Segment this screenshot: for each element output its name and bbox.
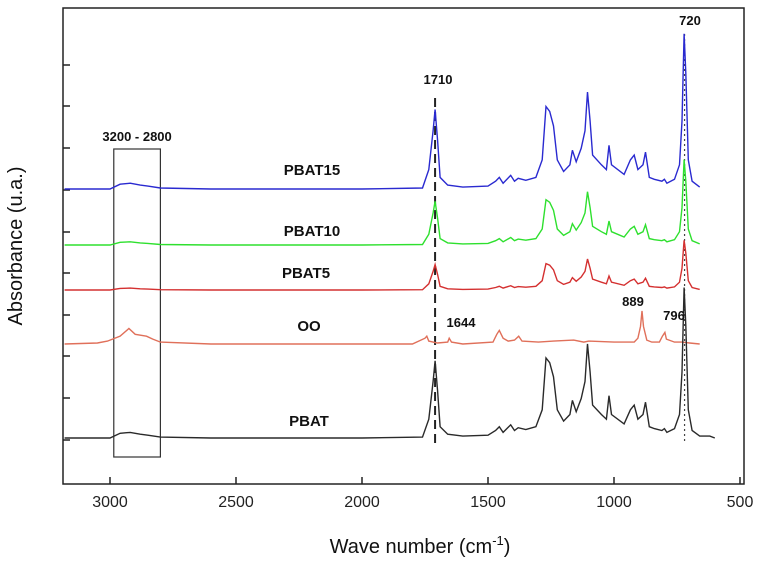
region-box-label: 3200 - 2800 <box>102 129 171 144</box>
series-line-pbat10 <box>64 159 700 246</box>
peak-label-720: 720 <box>679 13 701 28</box>
series-label-pbat15: PBAT15 <box>284 162 340 179</box>
x-tick-label: 500 <box>727 494 754 511</box>
peak-label-889: 889 <box>622 294 644 309</box>
x-tick-label: 1000 <box>596 494 632 511</box>
x-tick-label: 2000 <box>344 494 380 511</box>
series-line-oo <box>64 310 700 345</box>
region-box-3200-2800 <box>113 148 161 458</box>
series-label-oo: OO <box>297 318 321 335</box>
series-label-pbat: PBAT <box>289 413 329 430</box>
x-axis-title: Wave number (cm-1) <box>330 533 511 558</box>
peak-label-1710: 1710 <box>424 72 453 87</box>
x-tick-label: 3000 <box>92 494 128 511</box>
series-line-pbat <box>64 287 716 439</box>
series-line-pbat5 <box>64 240 700 291</box>
x-axis-ticks: 3000 2500 2000 1500 1000 500 <box>92 477 753 511</box>
series-line-pbat15 <box>64 33 701 190</box>
x-tick-label: 1500 <box>470 494 506 511</box>
series-label-pbat5: PBAT5 <box>282 265 330 282</box>
peak-label-796: 796 <box>663 308 685 323</box>
peak-label-1644: 1644 <box>447 315 477 330</box>
y-axis-title: Absorbance (u.a.) <box>5 167 27 326</box>
series-label-pbat10: PBAT10 <box>284 223 340 240</box>
plot-frame <box>62 7 745 485</box>
y-tick-marks <box>63 64 70 441</box>
x-tick-label: 2500 <box>218 494 254 511</box>
